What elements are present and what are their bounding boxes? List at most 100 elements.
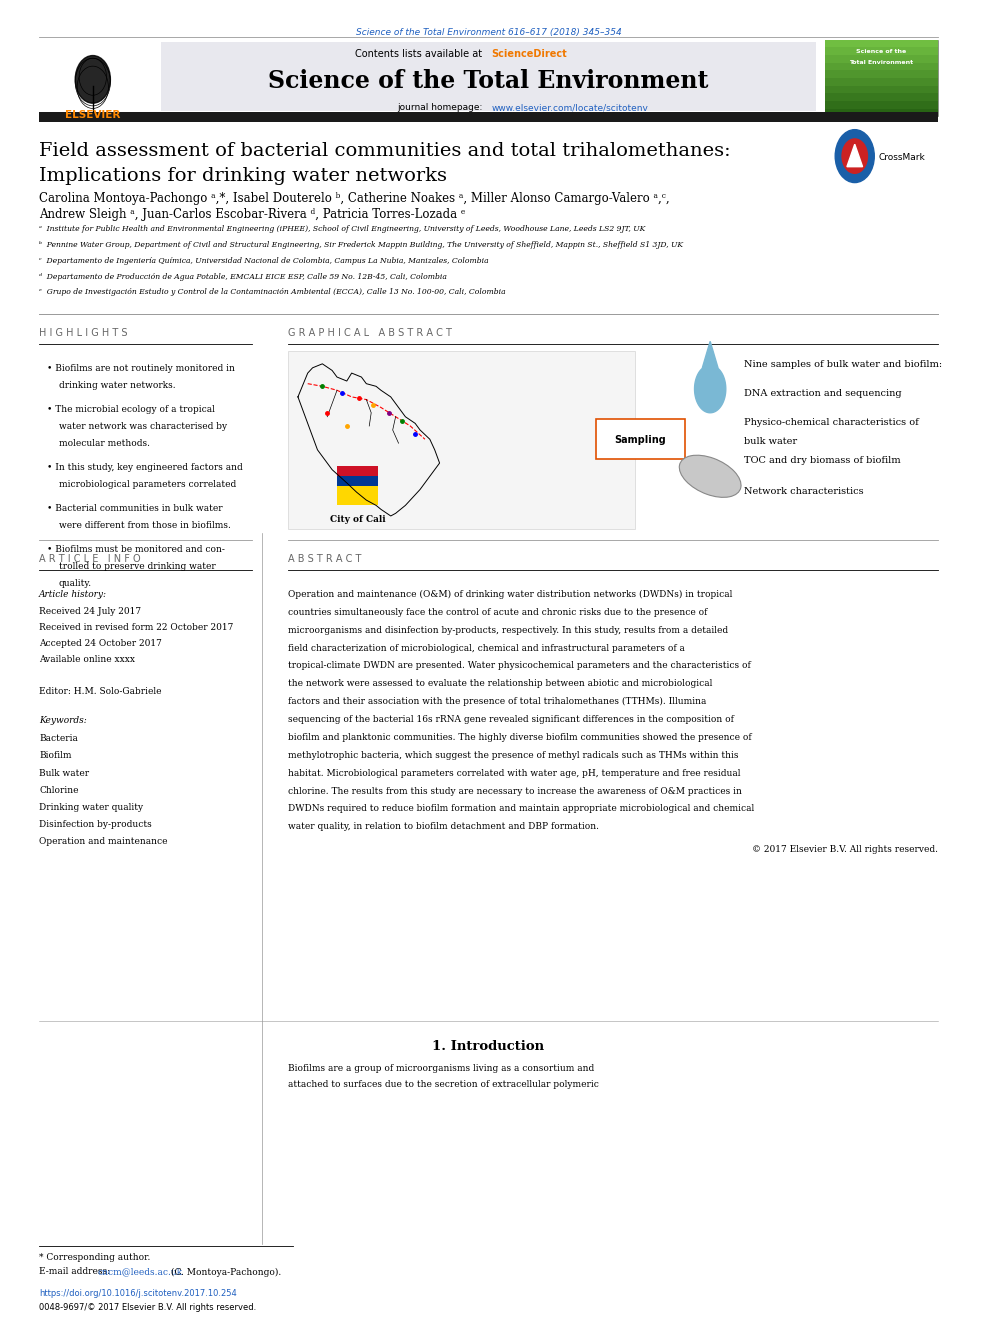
Text: https://doi.org/10.1016/j.scitotenv.2017.10.254: https://doi.org/10.1016/j.scitotenv.2017…: [39, 1289, 237, 1298]
Text: ᵈ  Departamento de Producción de Agua Potable, EMCALI EICE ESP, Calle 59 No. 12B: ᵈ Departamento de Producción de Agua Pot…: [39, 273, 447, 280]
Text: the network were assessed to evaluate the relationship between abiotic and micro: the network were assessed to evaluate th…: [288, 679, 712, 688]
Circle shape: [75, 56, 110, 103]
FancyBboxPatch shape: [39, 40, 152, 116]
Text: Operation and maintenance: Operation and maintenance: [39, 837, 168, 847]
FancyBboxPatch shape: [596, 419, 684, 459]
Text: (C. Montoya-Pachongo).: (C. Montoya-Pachongo).: [168, 1267, 282, 1277]
Text: Operation and maintenance (O&M) of drinking water distribution networks (DWDNs) : Operation and maintenance (O&M) of drink…: [288, 590, 732, 599]
Circle shape: [835, 130, 874, 183]
Text: Contents lists available at: Contents lists available at: [355, 49, 485, 60]
Text: microorganisms and disinfection by-products, respectively. In this study, result: microorganisms and disinfection by-produ…: [288, 626, 728, 635]
Text: • The microbial ecology of a tropical: • The microbial ecology of a tropical: [47, 405, 214, 414]
Text: A R T I C L E   I N F O: A R T I C L E I N F O: [39, 554, 141, 565]
Text: ScienceDirect: ScienceDirect: [491, 49, 567, 60]
Text: 1. Introduction: 1. Introduction: [433, 1040, 545, 1053]
FancyBboxPatch shape: [825, 70, 937, 78]
Text: water network was characterised by: water network was characterised by: [59, 422, 227, 431]
Text: E-mail address:: E-mail address:: [39, 1267, 113, 1277]
Text: Received in revised form 22 October 2017: Received in revised form 22 October 2017: [39, 623, 233, 632]
Text: chlorine. The results from this study are necessary to increase the awareness of: chlorine. The results from this study ar…: [288, 786, 742, 795]
Text: www.elsevier.com/locate/scitotenv: www.elsevier.com/locate/scitotenv: [491, 103, 648, 112]
Text: trolled to preserve drinking water: trolled to preserve drinking water: [59, 562, 215, 572]
Text: © 2017 Elsevier B.V. All rights reserved.: © 2017 Elsevier B.V. All rights reserved…: [752, 845, 937, 855]
Text: Field assessment of bacterial communities and total trihalomethanes:: Field assessment of bacterial communitie…: [39, 142, 731, 160]
Text: attached to surfaces due to the secretion of extracellular polymeric: attached to surfaces due to the secretio…: [288, 1080, 599, 1089]
Text: journal homepage:: journal homepage:: [397, 103, 485, 112]
FancyBboxPatch shape: [337, 486, 378, 505]
Text: Implications for drinking water networks: Implications for drinking water networks: [39, 167, 447, 185]
Polygon shape: [847, 144, 863, 167]
Text: CrossMark: CrossMark: [878, 153, 925, 163]
Text: Science of the Total Environment 616–617 (2018) 345–354: Science of the Total Environment 616–617…: [355, 28, 621, 37]
Text: methylotrophic bacteria, which suggest the presence of methyl radicals such as T: methylotrophic bacteria, which suggest t…: [288, 750, 739, 759]
Text: ᵃ  Institute for Public Health and Environmental Engineering (iPHEE), School of : ᵃ Institute for Public Health and Enviro…: [39, 225, 646, 233]
Text: A B S T R A C T: A B S T R A C T: [288, 554, 361, 565]
Text: Total Environment: Total Environment: [849, 60, 914, 65]
Text: Biofilms are a group of microorganisms living as a consortium and: Biofilms are a group of microorganisms l…: [288, 1064, 594, 1073]
Text: G R A P H I C A L   A B S T R A C T: G R A P H I C A L A B S T R A C T: [288, 328, 452, 339]
Text: Editor: H.M. Solo-Gabriele: Editor: H.M. Solo-Gabriele: [39, 687, 162, 696]
Text: sequencing of the bacterial 16s rRNA gene revealed significant differences in th: sequencing of the bacterial 16s rRNA gen…: [288, 714, 734, 724]
Text: • Biofilms must be monitored and con-: • Biofilms must be monitored and con-: [47, 545, 225, 554]
Text: quality.: quality.: [59, 579, 91, 589]
Text: Network characteristics: Network characteristics: [744, 487, 864, 496]
Text: Available online xxxx: Available online xxxx: [39, 655, 135, 664]
FancyBboxPatch shape: [825, 40, 937, 48]
Text: Drinking water quality: Drinking water quality: [39, 803, 143, 812]
Text: • Biofilms are not routinely monitored in: • Biofilms are not routinely monitored i…: [47, 364, 235, 373]
Polygon shape: [702, 341, 718, 368]
Text: DWDNs required to reduce biofilm formation and maintain appropriate microbiologi: DWDNs required to reduce biofilm formati…: [288, 804, 755, 814]
Text: ᶜ  Departamento de Ingeniería Química, Universidad Nacional de Colombia, Campus : ᶜ Departamento de Ingeniería Química, Un…: [39, 257, 489, 265]
Text: Keywords:: Keywords:: [39, 716, 87, 725]
FancyBboxPatch shape: [825, 62, 937, 70]
Text: Sampling: Sampling: [614, 435, 666, 446]
Text: molecular methods.: molecular methods.: [59, 439, 150, 448]
Text: field characterization of microbiological, chemical and infrastructural paramete: field characterization of microbiologica…: [288, 643, 685, 652]
Circle shape: [842, 139, 867, 173]
FancyBboxPatch shape: [825, 40, 937, 116]
FancyBboxPatch shape: [337, 476, 378, 486]
Text: bulk water: bulk water: [744, 437, 798, 446]
Text: • In this study, key engineered factors and: • In this study, key engineered factors …: [47, 463, 243, 472]
Text: Science of the Total Environment: Science of the Total Environment: [268, 69, 708, 93]
FancyBboxPatch shape: [825, 56, 937, 62]
Text: Nine samples of bulk water and biofilm:: Nine samples of bulk water and biofilm:: [744, 360, 942, 369]
Text: ELSEVIER: ELSEVIER: [65, 110, 120, 120]
Ellipse shape: [680, 455, 741, 497]
Text: were different from those in biofilms.: were different from those in biofilms.: [59, 521, 230, 531]
Text: water quality, in relation to biofilm detachment and DBP formation.: water quality, in relation to biofilm de…: [288, 822, 599, 831]
FancyBboxPatch shape: [825, 94, 937, 101]
Text: biofilm and planktonic communities. The highly diverse biofilm communities showe: biofilm and planktonic communities. The …: [288, 733, 752, 742]
Text: Chlorine: Chlorine: [39, 786, 78, 795]
Text: Andrew Sleigh ᵃ, Juan-Carlos Escobar-Rivera ᵈ, Patricia Torres-Lozada ᵉ: Andrew Sleigh ᵃ, Juan-Carlos Escobar-Riv…: [39, 208, 465, 221]
FancyBboxPatch shape: [161, 42, 815, 111]
FancyBboxPatch shape: [825, 86, 937, 94]
Text: Disinfection by-products: Disinfection by-products: [39, 820, 152, 830]
Text: countries simultaneously face the control of acute and chronic risks due to the : countries simultaneously face the contro…: [288, 609, 707, 617]
FancyBboxPatch shape: [825, 78, 937, 86]
Text: Bulk water: Bulk water: [39, 769, 89, 778]
FancyBboxPatch shape: [825, 48, 937, 56]
Text: Carolina Montoya-Pachongo ᵃ,*, Isabel Douterelo ᵇ, Catherine Noakes ᵃ, Miller Al: Carolina Montoya-Pachongo ᵃ,*, Isabel Do…: [39, 192, 670, 205]
Text: microbiological parameters correlated: microbiological parameters correlated: [59, 480, 236, 490]
Text: TOC and dry biomass of biofilm: TOC and dry biomass of biofilm: [744, 456, 901, 466]
Text: Bacteria: Bacteria: [39, 734, 78, 744]
Text: habitat. Microbiological parameters correlated with water age, pH, temperature a: habitat. Microbiological parameters corr…: [288, 769, 741, 778]
Text: factors and their association with the presence of total trihalomethanes (TTHMs): factors and their association with the p…: [288, 697, 706, 706]
Text: drinking water networks.: drinking water networks.: [59, 381, 176, 390]
Text: Article history:: Article history:: [39, 590, 107, 599]
Text: cncm@leeds.ac.uk: cncm@leeds.ac.uk: [97, 1267, 183, 1277]
Text: • Bacterial communities in bulk water: • Bacterial communities in bulk water: [47, 504, 222, 513]
Text: Physico-chemical characteristics of: Physico-chemical characteristics of: [744, 418, 920, 427]
Text: Science of the: Science of the: [856, 49, 907, 54]
Bar: [39, 112, 937, 122]
Text: Biofilm: Biofilm: [39, 751, 71, 761]
Text: Accepted 24 October 2017: Accepted 24 October 2017: [39, 639, 162, 648]
Text: H I G H L I G H T S: H I G H L I G H T S: [39, 328, 128, 339]
FancyArrowPatch shape: [633, 435, 673, 443]
Text: Received 24 July 2017: Received 24 July 2017: [39, 607, 141, 617]
Text: 0048-9697/© 2017 Elsevier B.V. All rights reserved.: 0048-9697/© 2017 Elsevier B.V. All right…: [39, 1303, 256, 1312]
Text: ᵉ  Grupo de Investigación Estudio y Control de la Contaminación Ambiental (ECCA): ᵉ Grupo de Investigación Estudio y Contr…: [39, 288, 506, 296]
FancyBboxPatch shape: [288, 351, 635, 529]
Text: DNA extraction and sequencing: DNA extraction and sequencing: [744, 389, 902, 398]
